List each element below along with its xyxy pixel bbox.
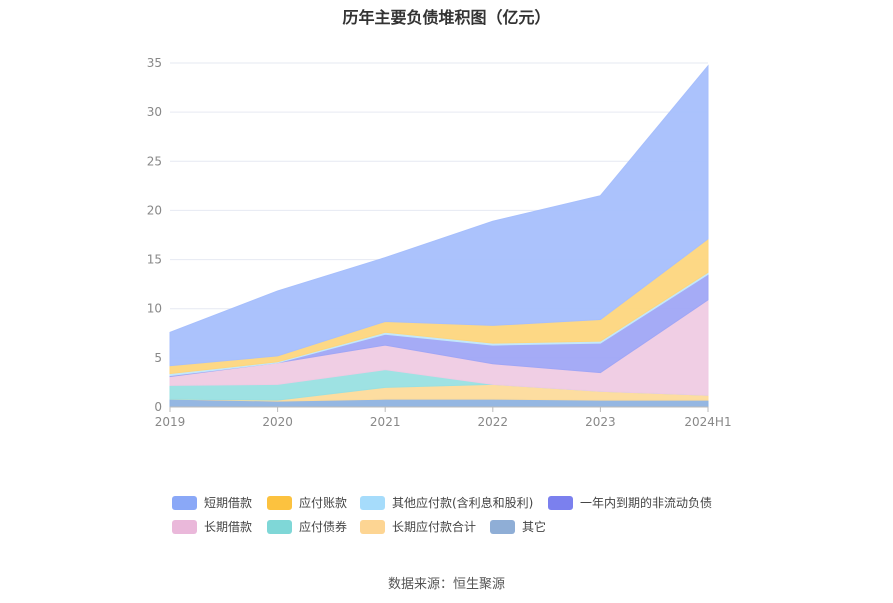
legend-swatch bbox=[172, 519, 197, 534]
legend-label: 短期借款 bbox=[204, 496, 253, 510]
legend-label: 应付账款 bbox=[299, 496, 348, 510]
legend-item[interactable]: 长期借款 bbox=[172, 518, 252, 535]
legend-swatch bbox=[172, 495, 197, 510]
legend-swatch bbox=[360, 495, 385, 510]
legend-item[interactable]: 其它 bbox=[490, 518, 546, 535]
y-tick-label: 0 bbox=[154, 400, 162, 414]
y-tick-label: 15 bbox=[147, 253, 162, 267]
legend-item[interactable]: 短期借款 bbox=[172, 494, 252, 511]
chart-title: 历年主要负债堆积图（亿元） bbox=[342, 8, 551, 27]
legend-item[interactable]: 应付账款 bbox=[267, 494, 347, 511]
x-tick-label: 2020 bbox=[262, 415, 293, 429]
axes: 0 5 10 15 20 25 30 35 2019 2020 2021 2022 2023 2024H1 bbox=[147, 56, 732, 429]
legend-label: 其他应付款(含利息和股利) bbox=[392, 496, 534, 510]
data-source: 数据来源：恒生聚源 bbox=[387, 577, 505, 592]
x-tick-label: 2022 bbox=[478, 415, 509, 429]
y-tick-label: 35 bbox=[147, 56, 162, 70]
legend-swatch bbox=[490, 519, 515, 534]
area-series bbox=[169, 64, 709, 408]
legend-label: 一年内到期的非流动负债 bbox=[580, 496, 713, 510]
x-tick-label: 2021 bbox=[370, 415, 401, 429]
y-tick-label: 5 bbox=[154, 351, 162, 365]
y-tick-label: 20 bbox=[147, 203, 162, 217]
y-tick-label: 10 bbox=[147, 302, 162, 316]
legend-swatch bbox=[267, 519, 292, 534]
y-tick-label: 25 bbox=[147, 154, 162, 168]
legend-swatch bbox=[267, 495, 292, 510]
area-短期借款 bbox=[169, 64, 709, 367]
legend-item[interactable]: 长期应付款合计 bbox=[360, 518, 476, 535]
x-tick-label: 2019 bbox=[155, 415, 186, 429]
legend-label: 其它 bbox=[522, 520, 547, 534]
stacked-area-chart: 0 5 10 15 20 25 30 35 2019 2020 2021 2022 2023 2024H1 bbox=[147, 56, 732, 429]
legend-swatch bbox=[548, 495, 573, 510]
y-tick-label: 30 bbox=[147, 105, 162, 119]
legend-swatch bbox=[360, 519, 385, 534]
legend-label: 应付债券 bbox=[299, 520, 348, 534]
legend-label: 长期借款 bbox=[204, 520, 253, 534]
legend-label: 长期应付款合计 bbox=[392, 520, 477, 534]
x-tick-label: 2024H1 bbox=[684, 415, 731, 429]
legend-item[interactable]: 一年内到期的非流动负债 bbox=[548, 494, 712, 511]
x-tick-label: 2023 bbox=[585, 415, 616, 429]
legend-item[interactable]: 应付债券 bbox=[267, 518, 347, 535]
legend-item[interactable]: 其他应付款(含利息和股利) bbox=[360, 494, 533, 511]
